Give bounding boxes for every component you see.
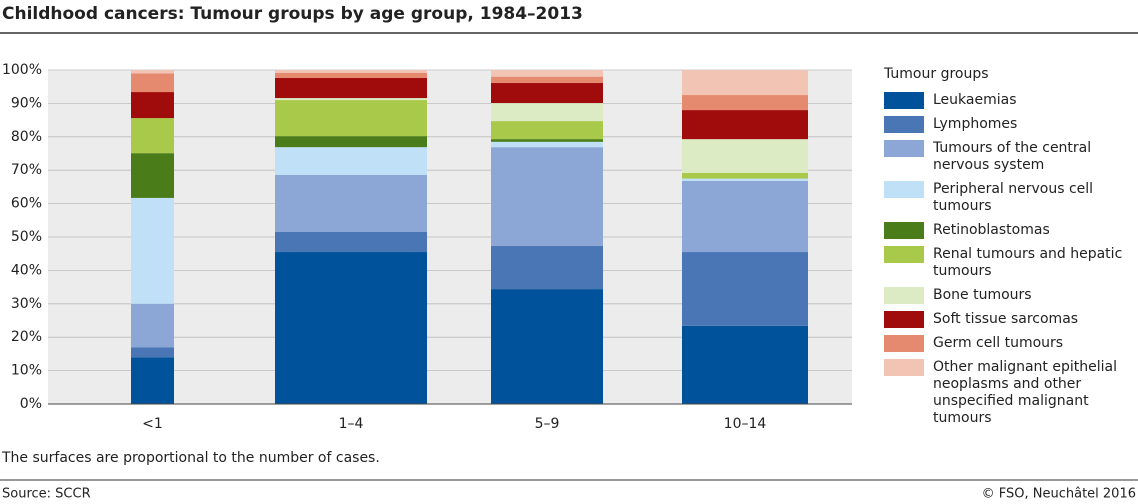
- y-tick-label: 70%: [11, 162, 42, 178]
- legend-swatch: [884, 359, 924, 376]
- legend-item: Retinoblastomas: [884, 222, 1134, 239]
- legend-label: Peripheral nervous cell tumours: [933, 181, 1094, 214]
- bar-segment: [491, 83, 603, 104]
- bar-segment: [491, 70, 603, 77]
- bar-segment: [275, 78, 427, 99]
- y-tick-label: 40%: [11, 262, 42, 278]
- bar-segment: [275, 100, 427, 137]
- bar-segment: [275, 231, 427, 253]
- legend-item: Lymphomes: [884, 116, 1134, 133]
- y-tick-label: 10%: [11, 363, 42, 379]
- legend-label: Tumours of the central nervous system: [933, 140, 1092, 173]
- bar-segment: [275, 147, 427, 175]
- legend-swatch: [884, 335, 924, 352]
- bar-segment: [131, 357, 174, 404]
- bar-segment: [682, 95, 808, 111]
- legend-label: Bone tumours: [933, 287, 1032, 303]
- bar-segment: [275, 174, 427, 232]
- y-tick-label: 0%: [20, 396, 42, 412]
- legend-swatch: [884, 287, 924, 304]
- legend-item: Germ cell tumours: [884, 335, 1134, 352]
- source: Source: SCCR: [2, 487, 91, 502]
- legend-label: Lymphomes: [933, 116, 1018, 132]
- bar-segment: [131, 303, 174, 348]
- bar-segment: [682, 110, 808, 140]
- bar-segment: [682, 252, 808, 326]
- bar-segment: [682, 325, 808, 404]
- legend-swatch: [884, 222, 924, 239]
- bar-segment: [275, 136, 427, 148]
- legend-label: Retinoblastomas: [933, 222, 1050, 238]
- credit: © FSO, Neuchâtel 2016: [982, 487, 1136, 502]
- legend-item: Leukaemias: [884, 92, 1134, 109]
- y-tick-label: 30%: [11, 296, 42, 312]
- legend-label: Leukaemias: [933, 92, 1017, 108]
- bar-segment: [275, 70, 427, 74]
- legend-label: Soft tissue sarcomas: [933, 311, 1079, 327]
- bar-segment: [275, 98, 427, 101]
- bar-segment: [491, 246, 603, 290]
- bar-segment: [131, 347, 174, 358]
- legend-item: Bone tumours: [884, 287, 1134, 304]
- legend-title: Tumour groups: [884, 66, 989, 82]
- y-tick-label: 20%: [11, 329, 42, 345]
- bar-segment: [131, 197, 174, 304]
- legend-label: Other malignant epithelial neoplasms and…: [933, 359, 1117, 426]
- y-tick-label: 100%: [2, 62, 42, 78]
- legend-item: Peripheral nervous cell tumours: [884, 181, 1134, 215]
- bar-segment: [682, 178, 808, 181]
- bar-segment: [131, 73, 174, 93]
- y-tick-label: 90%: [11, 95, 42, 111]
- bar-segment: [491, 289, 603, 404]
- bar-segment: [491, 103, 603, 122]
- legend-item: Renal tumours and hepatic tumours: [884, 246, 1134, 280]
- y-tick-label: 50%: [11, 229, 42, 245]
- bar-segment: [491, 141, 603, 148]
- y-tick-label: 60%: [11, 196, 42, 212]
- legend-swatch: [884, 311, 924, 328]
- legend-swatch: [884, 116, 924, 133]
- legend-swatch: [884, 246, 924, 263]
- note: The surfaces are proportional to the num…: [1, 450, 380, 466]
- y-tick-label: 80%: [11, 129, 42, 145]
- chart-title: Childhood cancers: Tumour groups by age …: [2, 4, 583, 24]
- bar-segment: [682, 180, 808, 253]
- legend-swatch: [884, 181, 924, 198]
- bar-segment: [491, 121, 603, 140]
- x-tick-label: 1–4: [339, 416, 364, 432]
- legend-item: Tumours of the central nervous system: [884, 140, 1134, 174]
- bar-segment: [131, 118, 174, 154]
- bar-segment: [131, 70, 174, 74]
- bar-segment: [491, 76, 603, 84]
- x-tick-label: 5–9: [535, 416, 560, 432]
- legend-swatch: [884, 92, 924, 109]
- bar-segment: [491, 147, 603, 247]
- legend-item: Soft tissue sarcomas: [884, 311, 1134, 328]
- legend-label: Germ cell tumours: [933, 335, 1064, 351]
- bar-segment: [491, 139, 603, 142]
- legend-label: Renal tumours and hepatic tumours: [933, 246, 1123, 279]
- bar-segment: [682, 70, 808, 96]
- x-tick-label: 10–14: [724, 416, 767, 432]
- bar-segment: [275, 73, 427, 79]
- bar-segment: [275, 252, 427, 404]
- x-tick-label: <1: [142, 416, 163, 432]
- legend-item: Other malignant epithelial neoplasms and…: [884, 359, 1134, 427]
- bar-segment: [682, 172, 808, 179]
- legend-swatch: [884, 140, 924, 157]
- legend: Tumour groups Leukaemias Lymphomes Tumours…: [884, 66, 1134, 434]
- bar-segment: [682, 139, 808, 173]
- bar-segment: [131, 92, 174, 119]
- bar-segment: [131, 153, 174, 198]
